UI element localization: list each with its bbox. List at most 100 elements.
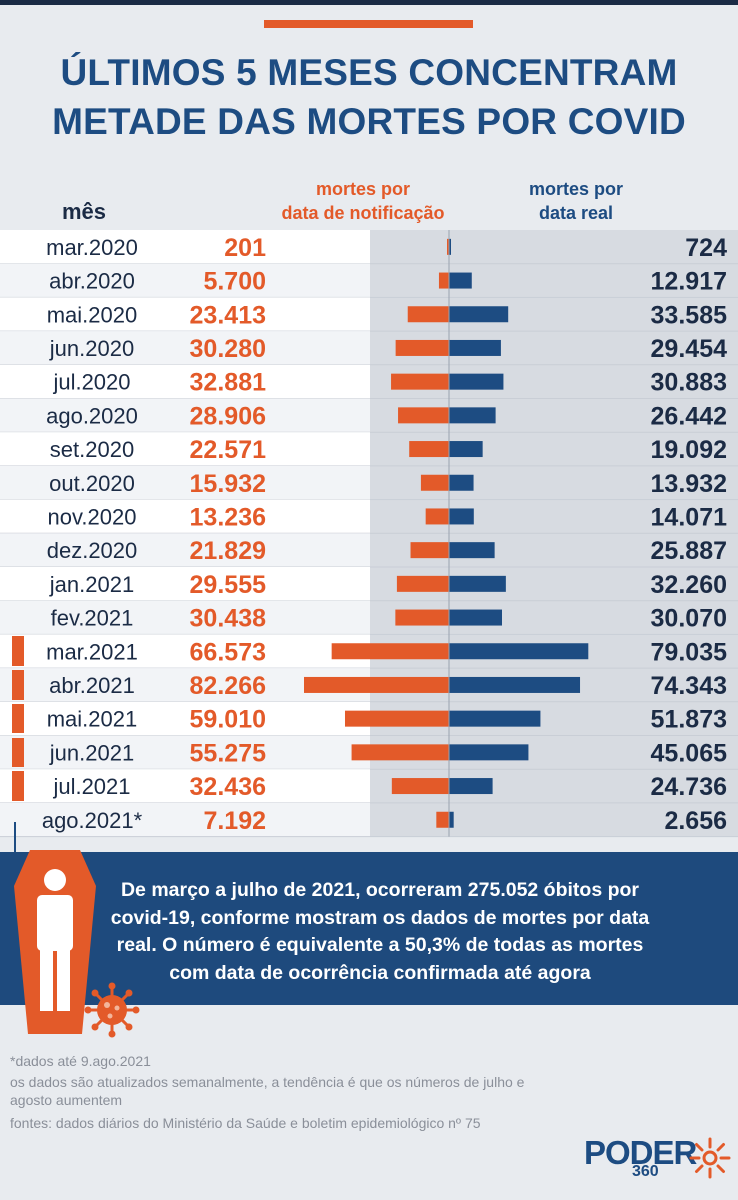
top-border	[0, 0, 738, 5]
notification-bar	[425, 508, 449, 525]
notification-bar	[438, 272, 449, 289]
highlight-mark	[12, 670, 24, 700]
real-bar	[449, 306, 509, 323]
month-label: jun.2021	[49, 740, 134, 765]
notification-value-label: 30.438	[190, 605, 267, 633]
month-label: ago.2021*	[42, 808, 143, 833]
logo-number: 360	[632, 1163, 659, 1180]
real-bar	[449, 542, 495, 559]
month-label: mar.2021	[46, 639, 138, 664]
row-background	[0, 769, 370, 803]
row-background	[0, 600, 370, 635]
real-bar	[449, 474, 474, 491]
real-bar	[449, 609, 503, 626]
real-value-label: 13.932	[651, 470, 727, 498]
real-header-line-2: data real	[538, 203, 614, 223]
month-label: set.2020	[50, 437, 134, 462]
notification-bar	[396, 575, 449, 592]
real-value-label: 74.343	[651, 672, 727, 700]
real-bar	[449, 643, 589, 660]
notification-value-label: 59.010	[190, 706, 266, 734]
highlight-mark	[12, 636, 24, 667]
real-bar	[449, 744, 529, 761]
notification-bar	[395, 609, 449, 626]
row-background	[0, 432, 370, 466]
notification-bar	[409, 441, 449, 458]
title-line-2: METADE DAS MORTES POR COVID	[52, 101, 686, 142]
month-label: mar.2020	[46, 235, 138, 260]
real-value-label: 2.656	[664, 807, 727, 835]
month-label: jul.2020	[52, 370, 130, 395]
row-background	[0, 364, 370, 399]
logo-burst-icon	[689, 1137, 731, 1179]
real-bar	[449, 339, 501, 356]
month-label: jul.2021	[52, 774, 130, 799]
month-label: jan.2021	[49, 572, 134, 597]
real-bar	[449, 778, 493, 795]
notification-value-label: 7.192	[203, 807, 266, 835]
logo-wordmark: PODER	[584, 1134, 697, 1171]
real-value-label: 19.092	[651, 436, 727, 464]
real-bar	[449, 575, 506, 592]
real-value-label: 724	[685, 234, 727, 262]
notification-column-header: mortes por data de notificação	[266, 177, 460, 225]
notification-value-label: 55.275	[190, 739, 267, 767]
notification-bar	[344, 710, 449, 727]
real-bar	[449, 811, 454, 828]
real-value-label: 30.070	[651, 605, 727, 633]
notification-value-label: 82.266	[190, 672, 266, 700]
row-background	[0, 331, 370, 365]
notification-bar	[351, 744, 449, 761]
notification-bar	[407, 306, 449, 323]
notification-bar	[331, 643, 449, 660]
month-label: nov.2020	[48, 504, 137, 529]
real-value-label: 14.071	[651, 503, 728, 531]
notification-value-label: 32.881	[190, 369, 267, 397]
real-bar	[449, 710, 541, 727]
row-background	[0, 499, 370, 534]
notification-bar	[304, 676, 449, 693]
real-value-label: 24.736	[651, 773, 727, 801]
real-bar	[449, 441, 483, 458]
title-accent-bar	[264, 20, 473, 28]
real-value-label: 30.883	[651, 369, 727, 397]
real-value-label: 12.917	[651, 268, 727, 296]
notification-header-line-1: mortes por	[315, 179, 411, 199]
notification-value-label: 28.906	[190, 402, 266, 430]
notification-bar	[436, 811, 449, 828]
footnote-update: os dados são atualizados semanalmente, a…	[10, 1074, 525, 1108]
row-background	[0, 567, 370, 601]
row-background	[0, 398, 370, 433]
notification-bar	[391, 778, 449, 795]
notification-bar	[420, 474, 449, 491]
real-value-label: 33.585	[651, 301, 728, 329]
poder360-logo: PODER 360	[584, 1134, 734, 1184]
month-label: abr.2021	[49, 673, 135, 698]
month-label: jun.2020	[49, 336, 134, 361]
notification-bar	[447, 238, 449, 255]
notification-value-label: 21.829	[190, 537, 266, 565]
row-background	[0, 802, 370, 837]
notification-bar	[410, 542, 449, 559]
diverging-bar-chart: mar.2020 201 724 abr.2020 5.700 12.917 mai.202…	[0, 230, 738, 838]
row-background	[0, 634, 370, 669]
real-value-label: 79.035	[651, 638, 728, 666]
notification-value-label: 201	[224, 234, 266, 262]
summary-panel	[0, 852, 738, 1005]
notification-header-line-2: data de notificação	[281, 203, 445, 223]
notification-value-label: 66.573	[190, 638, 266, 666]
notification-value-label: 22.571	[190, 436, 267, 464]
highlight-mark	[12, 703, 24, 734]
row-background	[0, 263, 370, 298]
summary-text: De março a julho de 2021, ocorreram 275.…	[110, 879, 650, 984]
notification-value-label: 29.555	[190, 571, 267, 599]
real-bar	[449, 508, 474, 525]
row-background	[0, 735, 370, 770]
notification-bar	[398, 407, 449, 424]
notification-value-label: 23.413	[190, 301, 266, 329]
month-label: mai.2021	[47, 707, 138, 732]
real-bar	[449, 272, 472, 289]
real-value-label: 45.065	[651, 739, 728, 767]
virus-icon	[84, 982, 140, 1038]
month-label: out.2020	[49, 471, 135, 496]
